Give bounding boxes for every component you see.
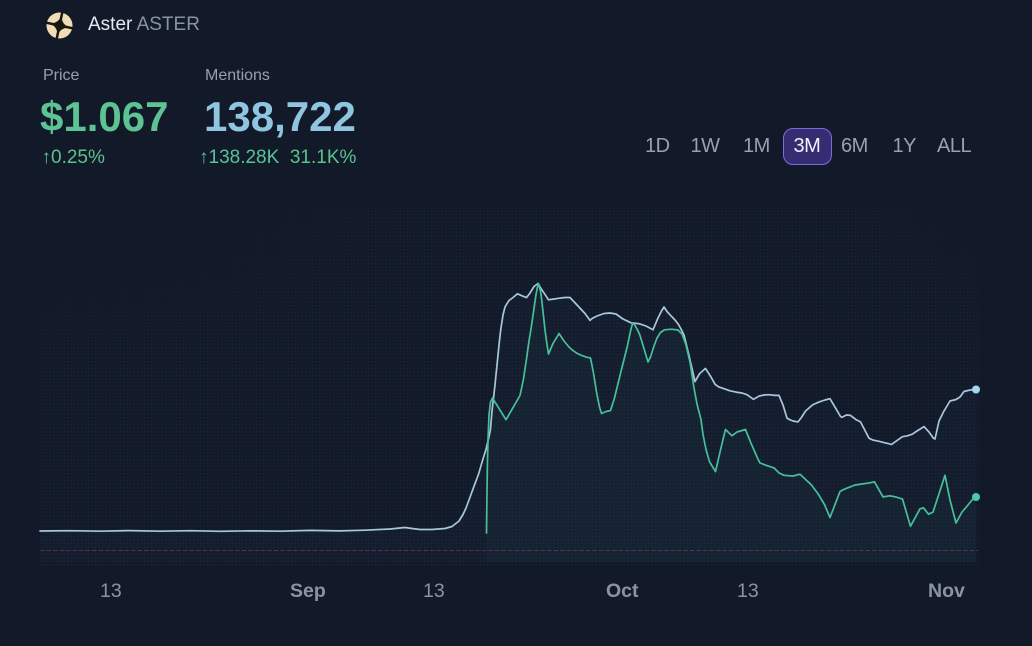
svg-text:13: 13 — [737, 580, 759, 602]
svg-text:Nov: Nov — [928, 580, 965, 602]
svg-text:Oct: Oct — [606, 580, 639, 602]
svg-text:Sep: Sep — [290, 580, 326, 602]
svg-text:13: 13 — [423, 580, 445, 602]
svg-text:13: 13 — [100, 580, 122, 602]
